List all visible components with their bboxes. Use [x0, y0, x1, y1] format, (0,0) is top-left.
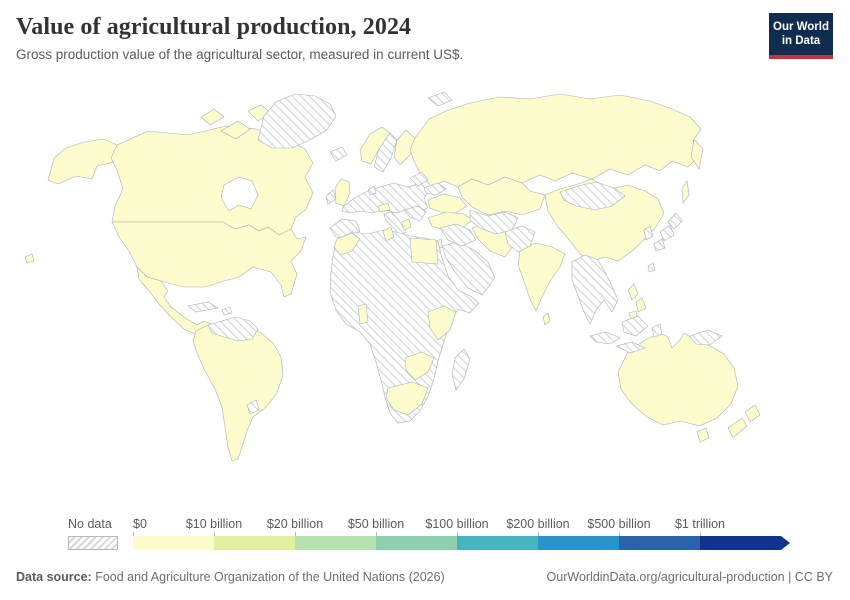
- legend-bin-swatch[interactable]: [133, 536, 214, 550]
- country-sweden-no-data[interactable]: [373, 132, 398, 173]
- legend-bin-swatch[interactable]: [295, 536, 376, 550]
- country-new-zealand[interactable]: [727, 417, 748, 439]
- country-united-states[interactable]: [111, 221, 307, 298]
- region-java-no-data[interactable]: [615, 341, 646, 354]
- region-baltics-no-data[interactable]: [409, 171, 429, 187]
- no-data-label: No data: [68, 517, 112, 531]
- country-japan-no-data[interactable]: [667, 212, 683, 230]
- country-philippines[interactable]: [627, 283, 639, 301]
- region-borneo-no-data[interactable]: [621, 315, 649, 337]
- country-uruguay-no-data[interactable]: [246, 399, 260, 415]
- country-iceland-no-data[interactable]: [329, 146, 348, 162]
- no-data-swatch[interactable]: [68, 536, 118, 550]
- country-alaska[interactable]: [47, 138, 118, 185]
- country-zambia-zimbabwe[interactable]: [404, 351, 435, 381]
- country-hawaii[interactable]: [24, 253, 35, 264]
- region-afghanistan-pakistan-no-data[interactable]: [504, 225, 536, 253]
- data-source-line: Data source: Food and Agriculture Organi…: [16, 570, 445, 584]
- country-greece[interactable]: [401, 218, 412, 231]
- country-mongolia-no-data[interactable]: [559, 181, 626, 211]
- country-morocco[interactable]: [333, 232, 361, 256]
- legend-tick-label: $1 trillion: [674, 517, 726, 531]
- country-india[interactable]: [517, 242, 566, 312]
- country-japan-no-data[interactable]: [653, 238, 666, 252]
- legend-bin-swatch[interactable]: [538, 536, 619, 550]
- hudson-bay: [220, 176, 259, 212]
- data-source-text: Food and Agriculture Organization of the…: [91, 570, 445, 584]
- owid-logo[interactable]: Our World in Data: [769, 13, 833, 59]
- country-philippines[interactable]: [635, 297, 647, 313]
- region-sulawesi-no-data[interactable]: [651, 323, 663, 338]
- region-south-america[interactable]: [192, 324, 284, 462]
- country-canada-arctic-island[interactable]: [220, 120, 251, 140]
- country-turkey[interactable]: [427, 211, 474, 231]
- region-svalbard-no-data[interactable]: [427, 91, 453, 107]
- country-tunisia[interactable]: [382, 226, 395, 242]
- legend-bin-swatch[interactable]: [700, 536, 790, 550]
- country-south-korea-no-data[interactable]: [643, 225, 654, 241]
- owid-citation-link[interactable]: OurWorldinData.org/agricultural-producti…: [546, 570, 833, 584]
- country-sri-lanka[interactable]: [542, 312, 551, 326]
- region-balkans-no-data[interactable]: [403, 205, 427, 222]
- country-ukraine[interactable]: [427, 193, 468, 214]
- region-arabia-no-data[interactable]: [441, 241, 496, 296]
- country-kazakhstan[interactable]: [457, 176, 546, 216]
- country-switzerland[interactable]: [377, 202, 391, 213]
- owid-logo-line1: Our World: [773, 21, 830, 33]
- legend-tick-label: $50 billion: [347, 517, 405, 531]
- region-sumatra-no-data[interactable]: [589, 331, 621, 345]
- legend-tick-label: $0: [133, 517, 147, 531]
- legend-tick-label: $20 billion: [266, 517, 324, 531]
- country-finland[interactable]: [393, 129, 416, 166]
- country-belarus-no-data[interactable]: [423, 182, 447, 196]
- region-africa-no-data[interactable]: [329, 229, 480, 424]
- owid-logo-line2: in Data: [781, 35, 821, 48]
- map-legend: No data $0 $10 billion $20 billion $50 bill…: [0, 513, 850, 555]
- region-sakhalin[interactable]: [681, 180, 690, 204]
- region-greenland-no-data[interactable]: [257, 93, 337, 149]
- country-cuba-no-data[interactable]: [187, 301, 219, 313]
- legend-color-bar: [133, 536, 790, 550]
- country-venezuela-guyanas-no-data[interactable]: [207, 316, 259, 342]
- region-kamchatka[interactable]: [690, 138, 704, 170]
- legend-tick-label: $200 billion: [506, 517, 570, 531]
- legend-tick-label: $500 billion: [587, 517, 651, 531]
- country-canada-arctic-island[interactable]: [200, 108, 225, 126]
- page-title: Value of agricultural production, 2024: [16, 14, 412, 40]
- country-taiwan-no-data[interactable]: [647, 262, 656, 273]
- region-central-europe-no-data[interactable]: [341, 182, 429, 214]
- country-australia[interactable]: [617, 332, 739, 427]
- country-ireland-no-data[interactable]: [325, 189, 337, 205]
- page-subtitle: Gross production value of the agricultur…: [16, 47, 464, 63]
- region-iraq-syria-no-data[interactable]: [439, 223, 477, 247]
- legend-bin-swatch[interactable]: [214, 536, 295, 550]
- country-new-zealand[interactable]: [744, 404, 761, 423]
- country-ghana[interactable]: [357, 303, 369, 325]
- legend-bin-swatch[interactable]: [376, 536, 457, 550]
- country-denmark-no-data[interactable]: [367, 185, 377, 196]
- footer: Data source: Food and Agriculture Organi…: [16, 570, 833, 584]
- country-papua-new-guinea-no-data[interactable]: [689, 329, 723, 346]
- legend-bin-swatch[interactable]: [457, 536, 538, 550]
- country-japan-no-data[interactable]: [659, 224, 675, 242]
- data-source-label: Data source:: [16, 570, 92, 584]
- region-southeast-asia-no-data[interactable]: [571, 254, 619, 325]
- region-hispaniola-no-data[interactable]: [221, 306, 233, 316]
- legend-tick-label: $10 billion: [185, 517, 243, 531]
- legend-tick-label: $100 billion: [425, 517, 489, 531]
- country-madagascar-no-data[interactable]: [451, 348, 471, 391]
- country-south-africa[interactable]: [385, 381, 429, 416]
- country-kenya-uganda[interactable]: [427, 305, 457, 341]
- legend-bin-swatch[interactable]: [619, 536, 700, 550]
- country-egypt[interactable]: [409, 237, 439, 265]
- country-united-kingdom[interactable]: [334, 178, 351, 207]
- country-russia[interactable]: [409, 93, 702, 188]
- header: Value of agricultural production, 2024 G…: [16, 14, 740, 62]
- region-tasmania[interactable]: [696, 427, 710, 443]
